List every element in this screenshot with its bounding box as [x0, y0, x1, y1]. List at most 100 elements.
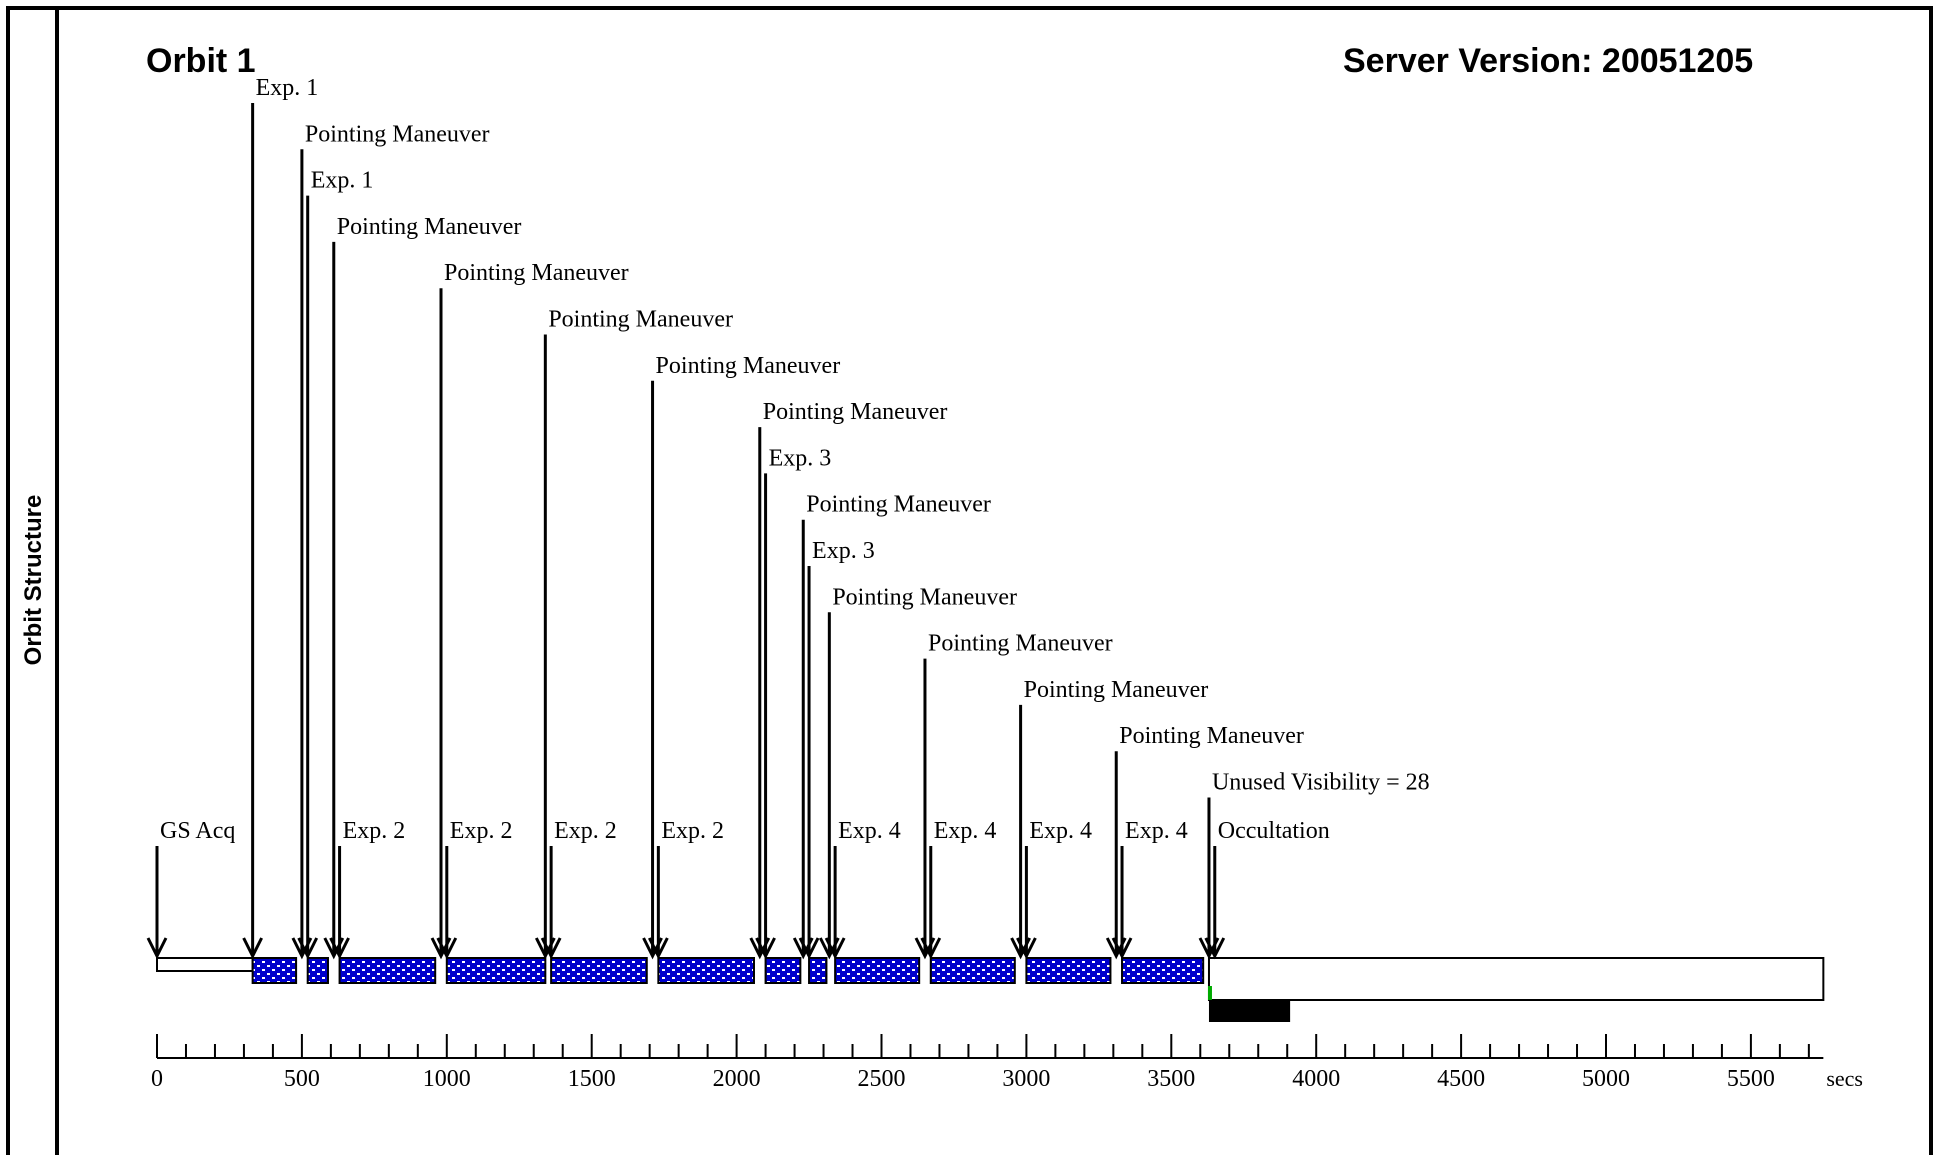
event-arrowhead: [146, 937, 168, 960]
event-marker: Exp. 2: [540, 818, 617, 960]
exposure-block: [306, 957, 329, 984]
acquisition-bar: [156, 957, 254, 972]
event-marker: Pointing Maneuver: [430, 260, 629, 960]
event-marker: Pointing Maneuver: [1105, 723, 1304, 960]
event-arrowhead: [297, 937, 319, 960]
event-arrowhead: [824, 937, 846, 960]
event-marker: Pointing Maneuver: [642, 353, 841, 960]
event-marker: Pointing Maneuver: [914, 631, 1113, 960]
server-version: Server Version: 20051205: [1343, 42, 1754, 80]
axis-tick-label: 0: [151, 1066, 163, 1092]
event-marker: Pointing Maneuver: [749, 399, 948, 960]
event-arrowhead: [755, 937, 776, 960]
event-arrowhead: [436, 937, 458, 960]
event-label: Pointing Maneuver: [548, 307, 733, 333]
event-marker: Exp. 4: [1111, 818, 1188, 960]
axis-tick-label: 2000: [713, 1066, 761, 1092]
event-marker: Exp. 2: [436, 818, 512, 960]
event-label: Exp. 1: [311, 168, 374, 194]
exposure-block: [445, 957, 547, 984]
event-arrowhead: [540, 937, 562, 960]
event-label: Pointing Maneuver: [1119, 723, 1304, 749]
axis-tick-label: 1500: [568, 1066, 616, 1092]
axis-tick-label: 500: [284, 1066, 320, 1092]
event-label: Occultation: [1218, 818, 1330, 844]
event-marker: Pointing Maneuver: [323, 214, 522, 960]
event-marker: Exp. 2: [329, 818, 406, 960]
event-label: Exp. 3: [812, 538, 875, 564]
event-label: Exp. 4: [934, 818, 997, 844]
axis-unit-label: secs: [1826, 1066, 1863, 1091]
event-arrowhead: [648, 937, 669, 960]
side-title-panel: [6, 6, 59, 1155]
exposure-block: [550, 957, 648, 984]
event-label: Exp. 4: [1029, 818, 1092, 844]
event-marker: Exp. 4: [920, 818, 997, 960]
axis-tick-label: 3000: [1002, 1066, 1050, 1092]
event-marker: GS Acq: [146, 818, 235, 960]
event-marker: Exp. 3: [755, 445, 832, 960]
exposure-block: [657, 957, 755, 984]
axis-tick-label: 1000: [423, 1066, 471, 1092]
event-label: Exp. 2: [661, 818, 724, 844]
axis-tick-label: 5000: [1582, 1066, 1630, 1092]
exposure-block: [338, 957, 437, 984]
event-label: Pointing Maneuver: [656, 353, 841, 379]
exposure-block: [764, 957, 802, 984]
event-arrowhead: [798, 937, 820, 960]
event-arrowhead: [1204, 937, 1226, 960]
event-arrowhead: [1016, 937, 1037, 960]
event-label: Pointing Maneuver: [928, 631, 1113, 657]
event-label: Pointing Maneuver: [832, 584, 1017, 610]
orbit-title: Orbit 1: [146, 42, 256, 80]
event-arrowhead: [329, 937, 350, 960]
event-label: GS Acq: [160, 818, 235, 844]
main-diagram-frame: [59, 6, 1933, 1155]
exposure-block: [1025, 957, 1112, 984]
event-marker: Exp. 3: [798, 538, 875, 960]
event-marker: Pointing Maneuver: [534, 307, 733, 960]
exposure-block: [808, 957, 828, 984]
axis-tick-label: 5500: [1727, 1066, 1775, 1092]
orbit-remainder-bar: [1207, 957, 1825, 1001]
event-marker: Exp. 4: [824, 818, 901, 960]
event-label: Exp. 1: [256, 75, 319, 101]
event-marker: Unused Visibility = 28: [1198, 770, 1430, 960]
event-label: Exp. 2: [554, 818, 617, 844]
axis-tick-label: 4000: [1292, 1066, 1340, 1092]
axis-tick-label: 2500: [858, 1066, 906, 1092]
exposure-block: [834, 957, 921, 984]
unused-visibility-marker: [1207, 986, 1212, 1000]
axis-tick-label: 4500: [1437, 1066, 1485, 1092]
event-label: Exp. 2: [343, 818, 406, 844]
event-marker: Occultation: [1204, 818, 1330, 960]
exposure-block: [251, 957, 298, 984]
event-arrowhead: [242, 937, 263, 960]
exposure-block: [929, 957, 1016, 984]
event-marker: Exp. 1: [297, 168, 374, 960]
event-label: Pointing Maneuver: [1024, 677, 1209, 703]
axis-tick-label: 3500: [1147, 1066, 1195, 1092]
event-marker: Pointing Maneuver: [291, 121, 490, 960]
event-label: Exp. 3: [769, 445, 832, 471]
occultation-bar: [1208, 1000, 1291, 1022]
event-label: Pointing Maneuver: [305, 121, 490, 147]
event-marker: Exp. 2: [648, 818, 724, 960]
event-marker: Exp. 4: [1016, 818, 1092, 960]
event-label: Pointing Maneuver: [806, 492, 991, 518]
event-arrowhead: [920, 937, 942, 960]
event-label: Pointing Maneuver: [444, 260, 629, 286]
event-label: Exp. 4: [838, 818, 901, 844]
event-arrowhead: [1111, 937, 1133, 960]
exposure-block: [1121, 957, 1205, 984]
event-label: Pointing Maneuver: [337, 214, 522, 240]
event-label: Pointing Maneuver: [763, 399, 948, 425]
event-label: Exp. 4: [1125, 818, 1188, 844]
event-marker: Pointing Maneuver: [792, 492, 991, 960]
event-label: Unused Visibility = 28: [1212, 770, 1430, 796]
event-marker: Pointing Maneuver: [1010, 677, 1209, 960]
event-marker: Exp. 1: [242, 75, 319, 960]
event-marker: Pointing Maneuver: [818, 584, 1017, 960]
